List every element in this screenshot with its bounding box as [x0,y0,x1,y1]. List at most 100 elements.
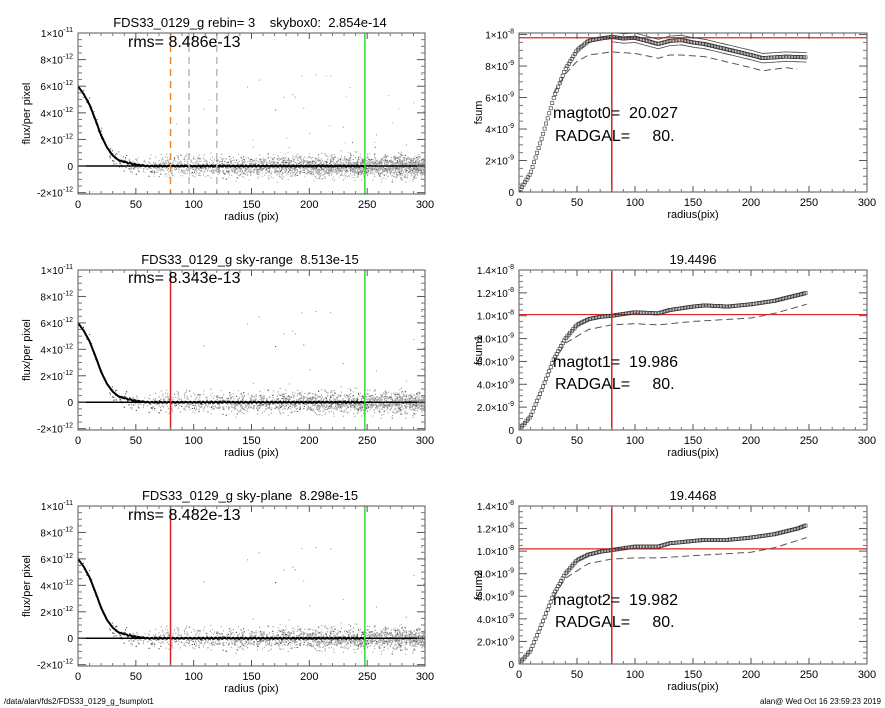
data-point [324,173,326,175]
data-point [407,162,409,164]
data-point [393,172,395,173]
data-point [312,161,314,163]
data-point [381,172,383,174]
data-point [320,169,322,171]
data-point [408,157,410,159]
data-point [275,109,277,111]
data-point [380,168,382,170]
data-point [376,161,378,163]
data-point [315,158,317,160]
data-point [233,162,235,163]
data-point [368,169,370,171]
data-point [300,169,302,171]
data-point [292,173,294,175]
data-point [264,158,266,160]
data-point [281,157,283,159]
data-point [111,150,113,152]
data-point [401,177,403,179]
data-point [212,156,214,158]
data-point [391,164,393,166]
data-point [306,172,308,174]
data-point [321,167,322,169]
data-point [261,164,263,165]
data-point [360,173,362,174]
data-point [350,170,351,172]
data-point [315,167,316,169]
data-point [391,167,393,169]
data-point [179,164,181,166]
data-point [336,174,338,176]
data-point [381,168,383,170]
data-point [123,170,125,172]
data-point [284,159,285,161]
data-point [342,171,344,173]
data-point [283,97,285,98]
data-point [236,173,238,175]
data-point [337,171,338,173]
data-point [395,176,397,178]
data-point [350,173,351,175]
data-point [82,97,84,99]
data-point [300,166,302,168]
data-point [361,179,363,181]
data-point [243,168,245,170]
data-point [276,170,278,172]
data-point [313,169,314,171]
data-point [405,181,407,183]
data-point [414,171,416,173]
data-point [406,157,408,159]
data-point [350,163,352,165]
data-point [320,172,322,174]
data-point [121,159,123,161]
data-point [359,171,361,173]
data-point [240,173,242,175]
data-point [312,157,314,158]
data-point [246,173,248,175]
data-point [267,157,269,159]
data-point [296,171,298,173]
data-point [400,167,402,169]
data-point [327,171,329,173]
data-point [268,168,270,170]
data-point [265,164,267,165]
data-point [316,178,318,180]
data-point [398,161,400,162]
data-point [359,161,361,163]
data-point [335,172,337,174]
data-point [354,163,356,165]
data-point [177,167,179,169]
data-point [289,163,291,165]
data-point [386,166,388,168]
data-point [377,160,378,162]
data-point [161,169,163,171]
data-point [309,163,311,165]
data-point [401,172,402,174]
data-point [320,167,321,169]
data-point [217,159,219,161]
data-point [226,170,227,172]
data-point [233,170,235,172]
data-point [392,169,394,171]
data-point [322,174,324,176]
data-point [115,163,117,165]
data-point [352,159,354,161]
data-point [416,164,418,166]
data-point [225,178,227,180]
data-point [162,157,164,159]
data-point [407,166,409,168]
data-point [167,161,169,163]
data-point [407,174,409,176]
data-point [411,175,413,177]
data-point [303,169,305,171]
data-point [373,154,375,156]
data-point [100,138,102,139]
data-point [412,161,414,163]
data-point [353,169,355,171]
data-point [399,156,401,158]
data-point [308,172,310,174]
data-point [369,160,371,162]
data-point [171,167,173,169]
data-point [421,166,423,168]
data-point [385,169,387,171]
data-point [324,178,326,179]
